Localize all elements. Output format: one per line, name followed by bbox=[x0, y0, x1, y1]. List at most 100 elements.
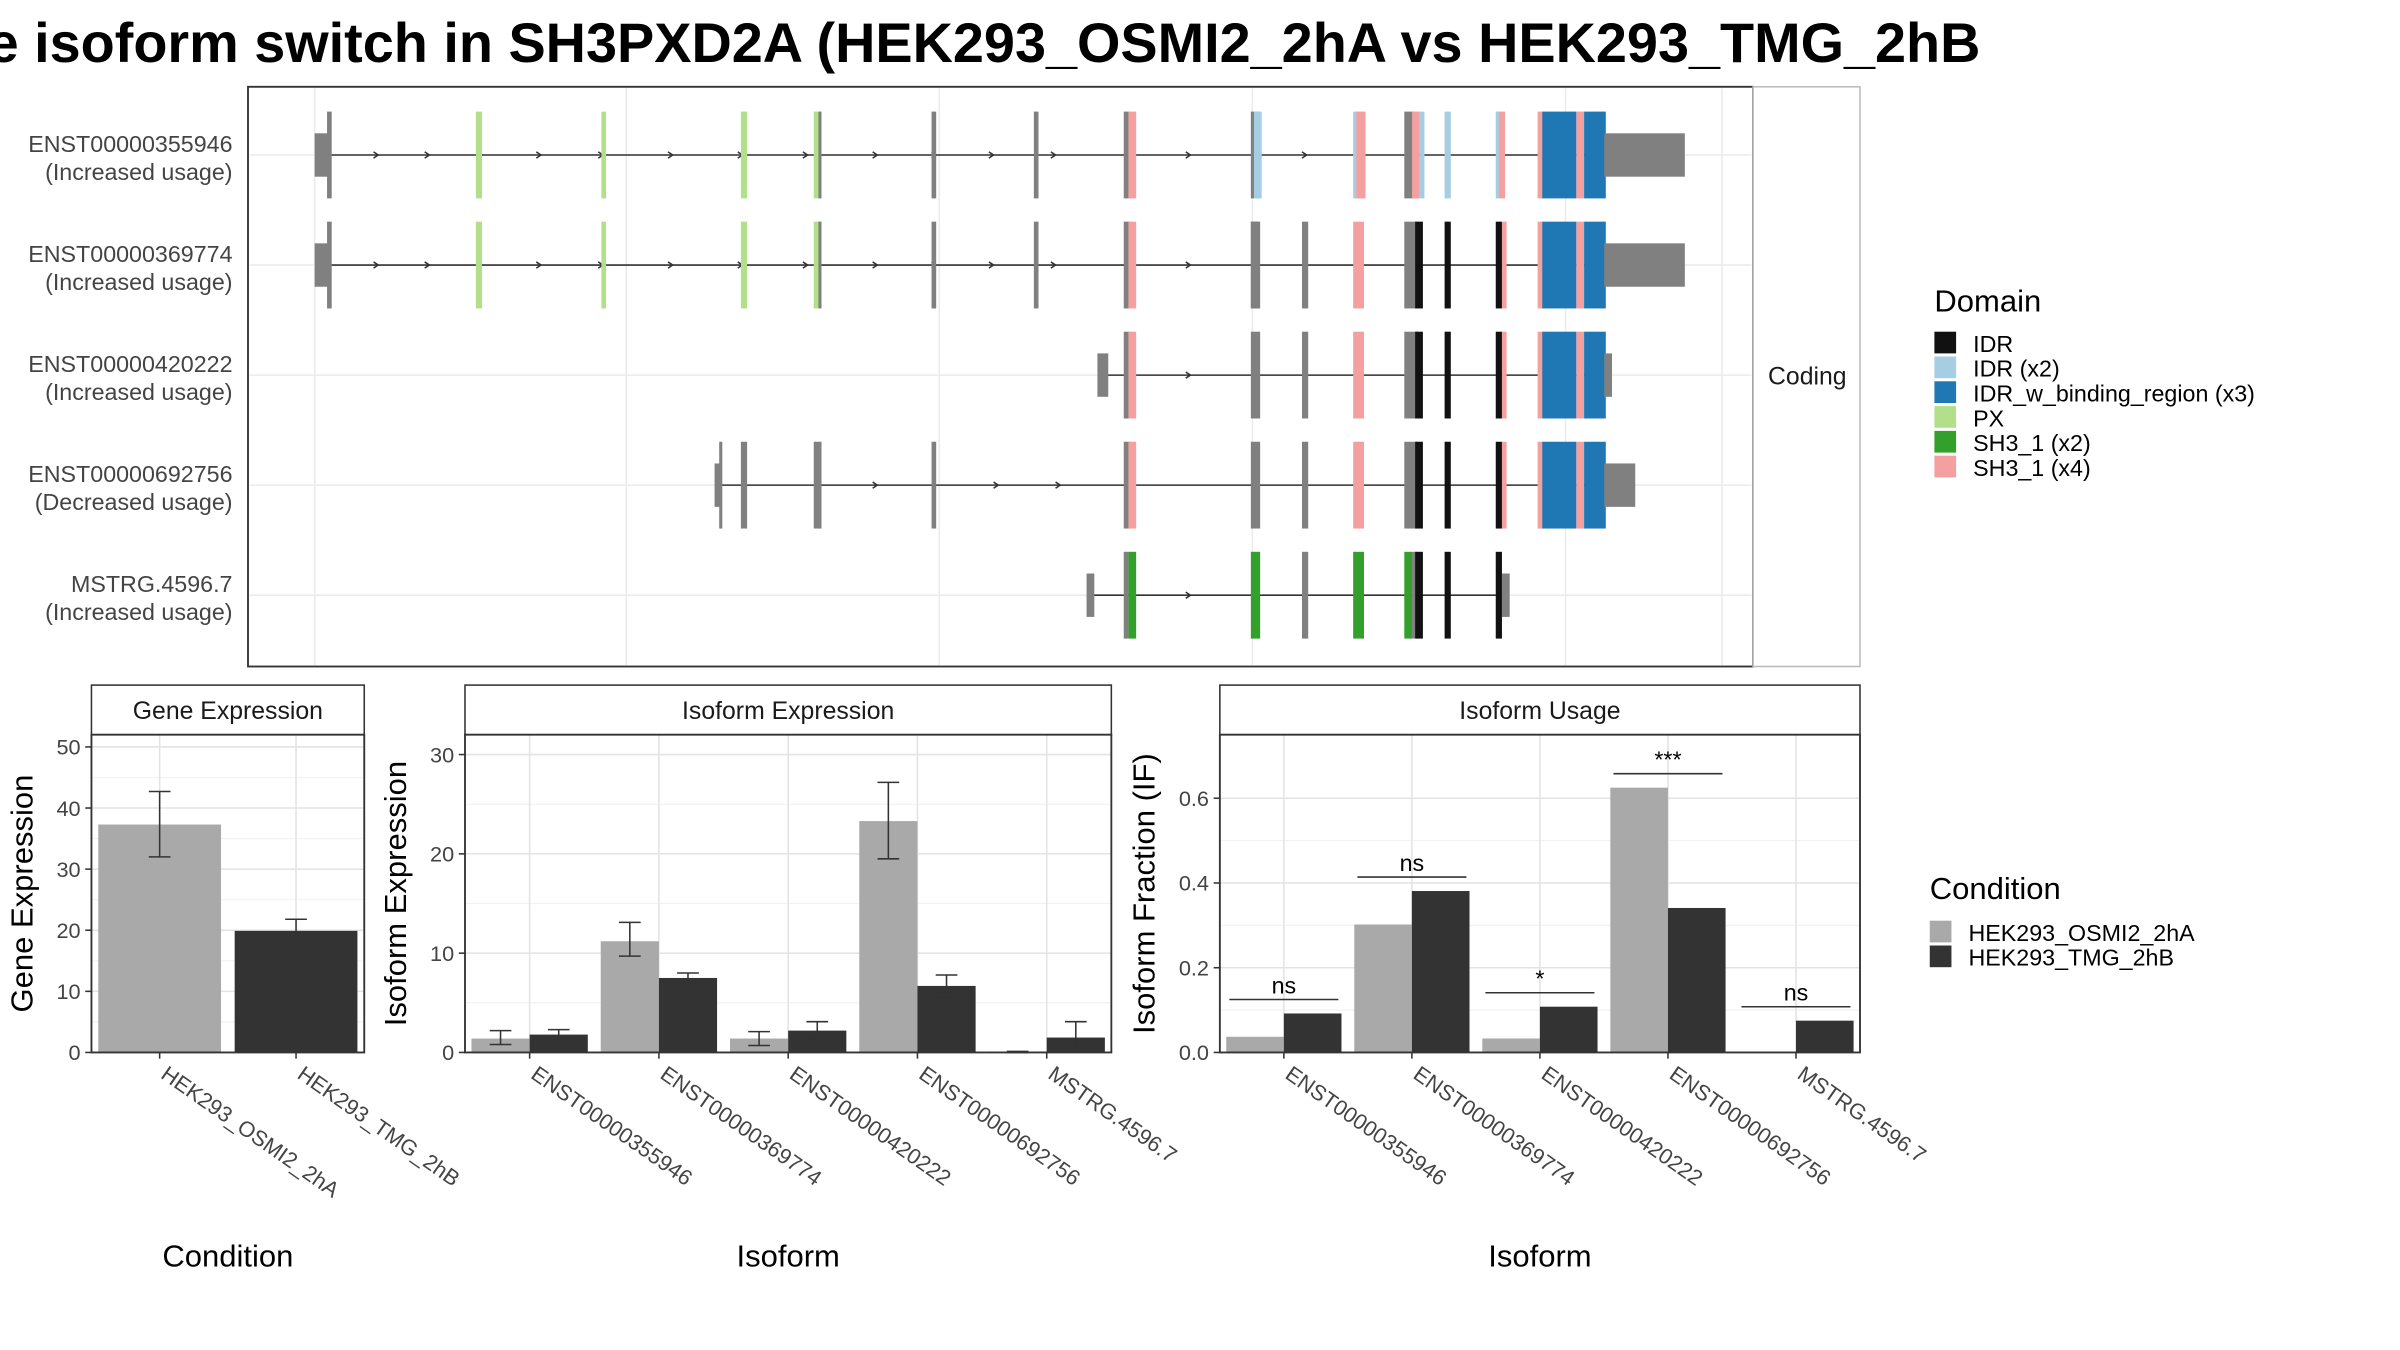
domain-segment bbox=[1404, 551, 1413, 639]
domain-segment bbox=[1356, 111, 1366, 199]
bar bbox=[234, 930, 358, 1053]
strand-arrow bbox=[872, 261, 879, 269]
domain-legend-key-idr bbox=[1934, 331, 1957, 354]
domain-segment bbox=[740, 221, 748, 309]
domain-segment bbox=[1584, 111, 1606, 199]
domain-segment bbox=[475, 111, 483, 199]
strand-arrow bbox=[993, 481, 1000, 489]
domain-segment bbox=[1501, 441, 1507, 529]
bar bbox=[1411, 891, 1470, 1053]
strand-arrow bbox=[988, 151, 995, 159]
exon bbox=[327, 111, 332, 199]
bar bbox=[98, 824, 222, 1053]
condition-legend-title: Condition bbox=[1930, 871, 2061, 906]
exon bbox=[1412, 551, 1417, 639]
domain-segment bbox=[1495, 111, 1501, 199]
x-axis-title: Condition bbox=[162, 1238, 293, 1273]
exon bbox=[1302, 331, 1309, 419]
y-tick-label: 30 bbox=[56, 857, 80, 882]
transcript-label-usage: (Increased usage) bbox=[45, 159, 232, 185]
y-tick-label: 20 bbox=[430, 842, 454, 867]
transcript-label-usage: (Increased usage) bbox=[45, 599, 232, 625]
exon bbox=[1123, 221, 1130, 309]
panel-strip bbox=[464, 684, 1113, 736]
domain-legend-key-sh3-x4 bbox=[1934, 455, 1957, 478]
strand-arrow bbox=[1185, 371, 1192, 379]
exon bbox=[1604, 133, 1685, 177]
domain-segment bbox=[1353, 221, 1364, 309]
domain-segment bbox=[813, 111, 822, 199]
domain-segment bbox=[1576, 441, 1585, 529]
domain-segment bbox=[1501, 331, 1507, 419]
domain-segment bbox=[1353, 551, 1364, 639]
exon bbox=[1404, 111, 1416, 199]
exon bbox=[1250, 221, 1261, 309]
facet-strip-label: Coding bbox=[1768, 363, 1847, 390]
panel-strip bbox=[1219, 684, 1861, 736]
x-axis-title: Isoform bbox=[1488, 1238, 1591, 1273]
domain-segment bbox=[740, 111, 748, 199]
domain-legend: Domain IDR IDR (x2) IDR_w_binding_region… bbox=[1934, 284, 2255, 481]
significance-label: *** bbox=[1654, 747, 1681, 773]
exon bbox=[1404, 441, 1419, 529]
exon bbox=[818, 221, 822, 309]
condition-legend-label: HEK293_OSMI2_2hA bbox=[1969, 920, 2196, 946]
domain-segment bbox=[1576, 111, 1585, 199]
domain-segment bbox=[601, 111, 607, 199]
x-tick-label: MSTRG.4596.7 bbox=[1044, 1061, 1182, 1168]
transcript-label-usage: (Increased usage) bbox=[45, 269, 232, 295]
facet-strip bbox=[1752, 86, 1861, 668]
domain-segment bbox=[1542, 111, 1577, 199]
domain-segment bbox=[1537, 331, 1544, 419]
domain-segment bbox=[1537, 221, 1544, 309]
exon bbox=[1404, 221, 1419, 309]
strand-arrow bbox=[424, 151, 431, 159]
domain-legend-label: IDR_w_binding_region (x3) bbox=[1973, 380, 2255, 406]
domain-segment bbox=[1576, 331, 1585, 419]
domain-segment bbox=[1537, 111, 1544, 199]
exon bbox=[719, 441, 723, 529]
exon bbox=[818, 111, 822, 199]
condition-legend-key-osmi2 bbox=[1929, 920, 1952, 943]
bar bbox=[471, 1038, 530, 1053]
significance-label: ns bbox=[1400, 850, 1425, 876]
domain-segment bbox=[1128, 221, 1137, 309]
exon bbox=[1604, 243, 1685, 287]
domain-legend-label: IDR bbox=[1973, 331, 2013, 357]
exon bbox=[1302, 221, 1309, 309]
transcript-label-usage: (Increased usage) bbox=[45, 379, 232, 405]
plot-frame bbox=[464, 733, 1113, 1054]
domain-segment bbox=[1415, 221, 1423, 309]
y-tick-label: 0.2 bbox=[1179, 955, 1209, 980]
condition-legend-key-tmg bbox=[1929, 945, 1952, 968]
exon bbox=[714, 463, 721, 507]
panel-strip-label: Isoform Usage bbox=[1459, 698, 1620, 725]
strand-arrow bbox=[802, 261, 809, 269]
bar bbox=[600, 941, 659, 1053]
domain-segment bbox=[1444, 551, 1451, 639]
domain-legend-label: IDR (x2) bbox=[1973, 356, 2060, 382]
strand-arrow bbox=[1185, 591, 1192, 599]
isoform-expression-panel: Isoform Expression0102030ENST00000355946… bbox=[378, 684, 1182, 1273]
bar bbox=[1354, 924, 1412, 1053]
domain-segment bbox=[1444, 221, 1451, 309]
transcript-label-id: ENST00000420222 bbox=[28, 351, 232, 377]
domain-segment bbox=[1128, 441, 1137, 529]
transcript-label-usage: (Decreased usage) bbox=[35, 489, 233, 515]
domain-segment bbox=[1353, 441, 1364, 529]
exon bbox=[1033, 111, 1039, 199]
domain-segment bbox=[1495, 551, 1502, 639]
exon bbox=[327, 221, 332, 309]
strand-arrow bbox=[1050, 151, 1057, 159]
domain-segment bbox=[1495, 441, 1502, 529]
exon bbox=[1123, 331, 1130, 419]
strand-arrow bbox=[535, 151, 543, 159]
plot-frame bbox=[90, 733, 366, 1054]
transcript-row bbox=[714, 441, 1636, 529]
exon bbox=[1086, 573, 1095, 617]
condition-legend: Condition HEK293_OSMI2_2hA HEK293_TMG_2h… bbox=[1929, 871, 2196, 971]
transcript-panel: Coding bbox=[247, 85, 1861, 668]
strand-arrow bbox=[1055, 481, 1062, 489]
domain-segment bbox=[1576, 221, 1585, 309]
bar bbox=[1226, 1036, 1284, 1053]
